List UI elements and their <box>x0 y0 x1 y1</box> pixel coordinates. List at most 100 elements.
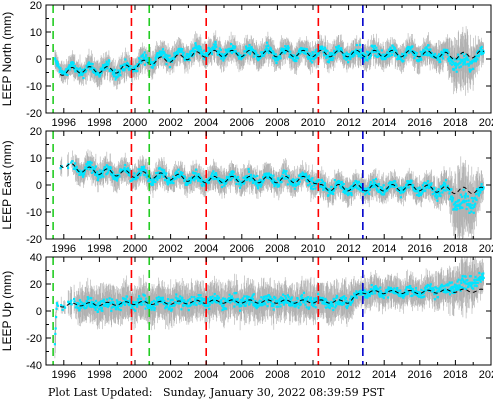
data-point <box>450 63 454 66</box>
data-point <box>330 185 333 189</box>
data-point <box>346 188 349 191</box>
data-point <box>446 184 449 187</box>
data-point <box>183 56 186 59</box>
data-point <box>373 44 376 47</box>
data-point <box>298 180 301 183</box>
data-point <box>186 183 189 186</box>
data-point <box>384 190 387 193</box>
data-point <box>338 180 341 183</box>
data-point <box>301 171 304 174</box>
y-tick-label: 0 <box>36 54 42 66</box>
data-point <box>135 176 138 179</box>
data-point <box>400 191 403 194</box>
data-point <box>281 50 284 53</box>
data-point <box>338 181 341 184</box>
data-point <box>213 47 216 50</box>
data-point <box>161 51 164 54</box>
data-point <box>157 171 160 174</box>
data-point <box>300 50 304 53</box>
data-point <box>299 52 302 55</box>
data-point <box>374 177 377 181</box>
data-point <box>372 45 375 48</box>
data-point <box>72 62 75 65</box>
data-point <box>214 43 217 46</box>
data-point <box>388 53 391 56</box>
data-point <box>329 192 332 195</box>
data-point <box>447 57 450 60</box>
data-point <box>200 176 203 179</box>
data-point <box>274 53 277 56</box>
data-point <box>356 182 359 185</box>
data-point <box>143 173 146 176</box>
data-point <box>142 169 145 172</box>
data-point <box>115 179 119 182</box>
data-point <box>91 63 94 66</box>
data-point <box>457 199 460 202</box>
data-point <box>71 160 74 163</box>
data-point <box>394 180 397 183</box>
data-point <box>199 48 203 51</box>
data-point <box>286 183 289 186</box>
data-point <box>276 185 279 188</box>
data-point <box>67 166 70 170</box>
data-point <box>359 187 362 190</box>
data-point <box>326 49 329 52</box>
data-point <box>452 203 455 206</box>
data-point <box>311 61 314 64</box>
data-point <box>111 73 114 76</box>
data-point <box>294 182 297 185</box>
data-point <box>139 59 142 62</box>
data-point <box>387 55 390 58</box>
x-tick-label: 2018 <box>443 117 467 129</box>
x-tick-label: 2020 <box>479 243 493 255</box>
data-point <box>136 69 139 73</box>
data-point <box>229 173 232 176</box>
data-point <box>362 190 365 193</box>
data-point <box>253 175 256 178</box>
data-point <box>57 64 60 67</box>
data-point <box>59 67 62 70</box>
data-point <box>468 68 471 71</box>
data-point <box>279 57 282 60</box>
data-point <box>367 51 370 54</box>
data-point <box>329 58 333 61</box>
data-point <box>228 48 231 51</box>
data-point <box>87 64 90 67</box>
panel-data-area <box>53 26 485 96</box>
data-point <box>145 171 148 174</box>
data-point <box>380 49 383 52</box>
data-point <box>349 56 352 59</box>
data-point <box>424 189 427 192</box>
data-point <box>451 200 454 203</box>
data-point <box>101 171 104 174</box>
y-tick-label: 20 <box>30 126 42 138</box>
data-point <box>206 54 209 57</box>
data-point <box>208 47 212 51</box>
data-point <box>285 46 288 49</box>
data-point <box>210 174 213 177</box>
data-point <box>82 72 85 75</box>
data-point <box>206 182 209 185</box>
data-point <box>387 182 390 185</box>
data-point <box>390 51 393 54</box>
data-point <box>188 177 191 180</box>
data-point <box>437 56 440 59</box>
data-point <box>189 54 192 57</box>
data-point <box>140 171 143 175</box>
data-point <box>196 177 199 180</box>
data-point <box>118 170 121 173</box>
data-point <box>256 53 259 57</box>
data-point <box>331 58 334 61</box>
data-point <box>456 207 459 210</box>
data-point <box>470 196 473 200</box>
x-tick-label: 2018 <box>443 243 467 255</box>
data-point <box>242 182 245 185</box>
data-point <box>225 51 228 54</box>
chart-panel-1: -20 -10 0 10 20 1996 1998 2000 2002 2004 2006 2008 2… <box>0 0 493 129</box>
data-point <box>267 175 270 178</box>
data-point <box>142 165 146 168</box>
data-point <box>449 198 452 201</box>
data-point <box>341 184 344 187</box>
data-point <box>343 57 346 60</box>
data-point <box>425 50 428 53</box>
